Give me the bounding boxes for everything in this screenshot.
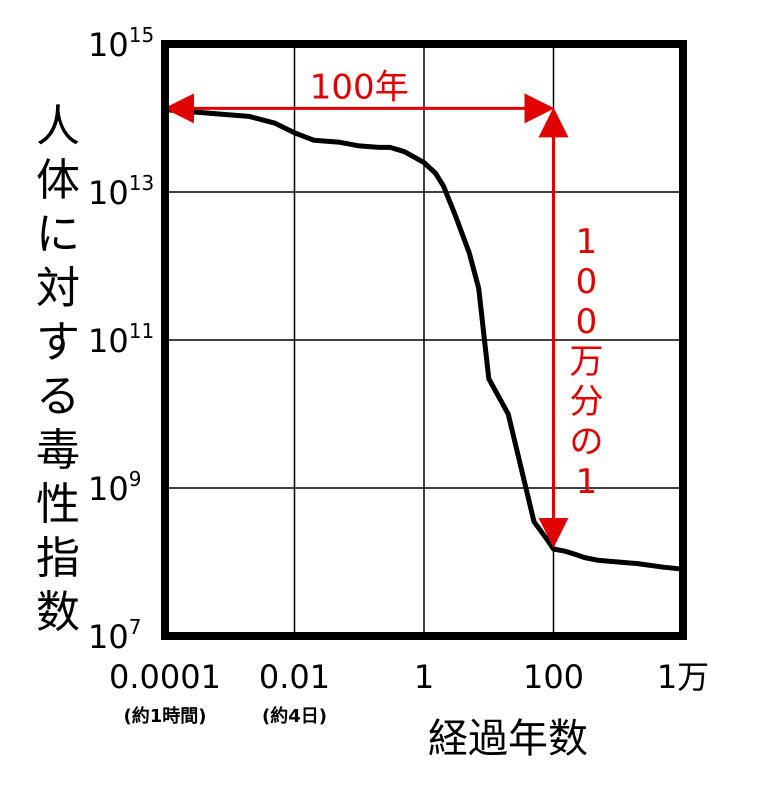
y-tick-label: 1011: [88, 319, 154, 360]
y-tick-label: 1013: [88, 171, 154, 212]
y-axis-label-char: 数: [36, 587, 80, 638]
vertical-annotation-char: 万: [569, 342, 604, 382]
y-axis-label-char: 性: [36, 479, 80, 530]
y-axis-label-char: す: [36, 317, 80, 368]
x-tick-label: 0.01: [259, 658, 330, 696]
ticks: 1071091011101310150.0001(約1時間)0.01(約4日)1…: [88, 23, 709, 727]
vertical-annotation-char: 1: [575, 462, 598, 502]
vertical-annotation-char: 1: [575, 222, 598, 262]
y-axis-label-char: 人: [36, 101, 80, 152]
x-tick-sublabel: (約1時間): [124, 705, 207, 727]
plot-frame: [161, 40, 687, 640]
x-tick-label: 1: [414, 658, 434, 696]
annotations: 100年: [164, 67, 569, 548]
x-tick-label: 100: [523, 658, 584, 696]
y-tick-label: 107: [88, 615, 141, 656]
y-axis-label-char: る: [36, 371, 80, 422]
x-tick-label: 0.0001: [109, 658, 221, 696]
vertical-annotation-char: 0: [575, 262, 598, 302]
y-tick-label: 109: [88, 467, 141, 508]
vertical-annotation-char: の: [569, 422, 604, 462]
y-axis-label: 人体に対する毒性指数: [28, 100, 88, 640]
vertical-annotation-char: 0: [575, 302, 598, 342]
y-axis-label-char: に: [36, 209, 80, 260]
x-tick-sublabel: (約4日): [262, 705, 327, 727]
y-axis-label-char: 対: [36, 263, 80, 314]
data-series: [162, 107, 686, 572]
y-axis-label-char: 指: [36, 533, 80, 584]
horizontal-annotation-label: 100年: [310, 67, 409, 107]
series-line: [162, 107, 686, 572]
y-axis-label-char: 毒: [36, 425, 80, 476]
x-axis-label: 経過年数: [428, 716, 588, 762]
y-axis-label-char: 体: [36, 155, 80, 206]
y-tick-label: 1015: [88, 23, 154, 64]
x-tick-label: 1万: [657, 658, 709, 696]
vertical-annotation-char: 分: [569, 382, 604, 422]
